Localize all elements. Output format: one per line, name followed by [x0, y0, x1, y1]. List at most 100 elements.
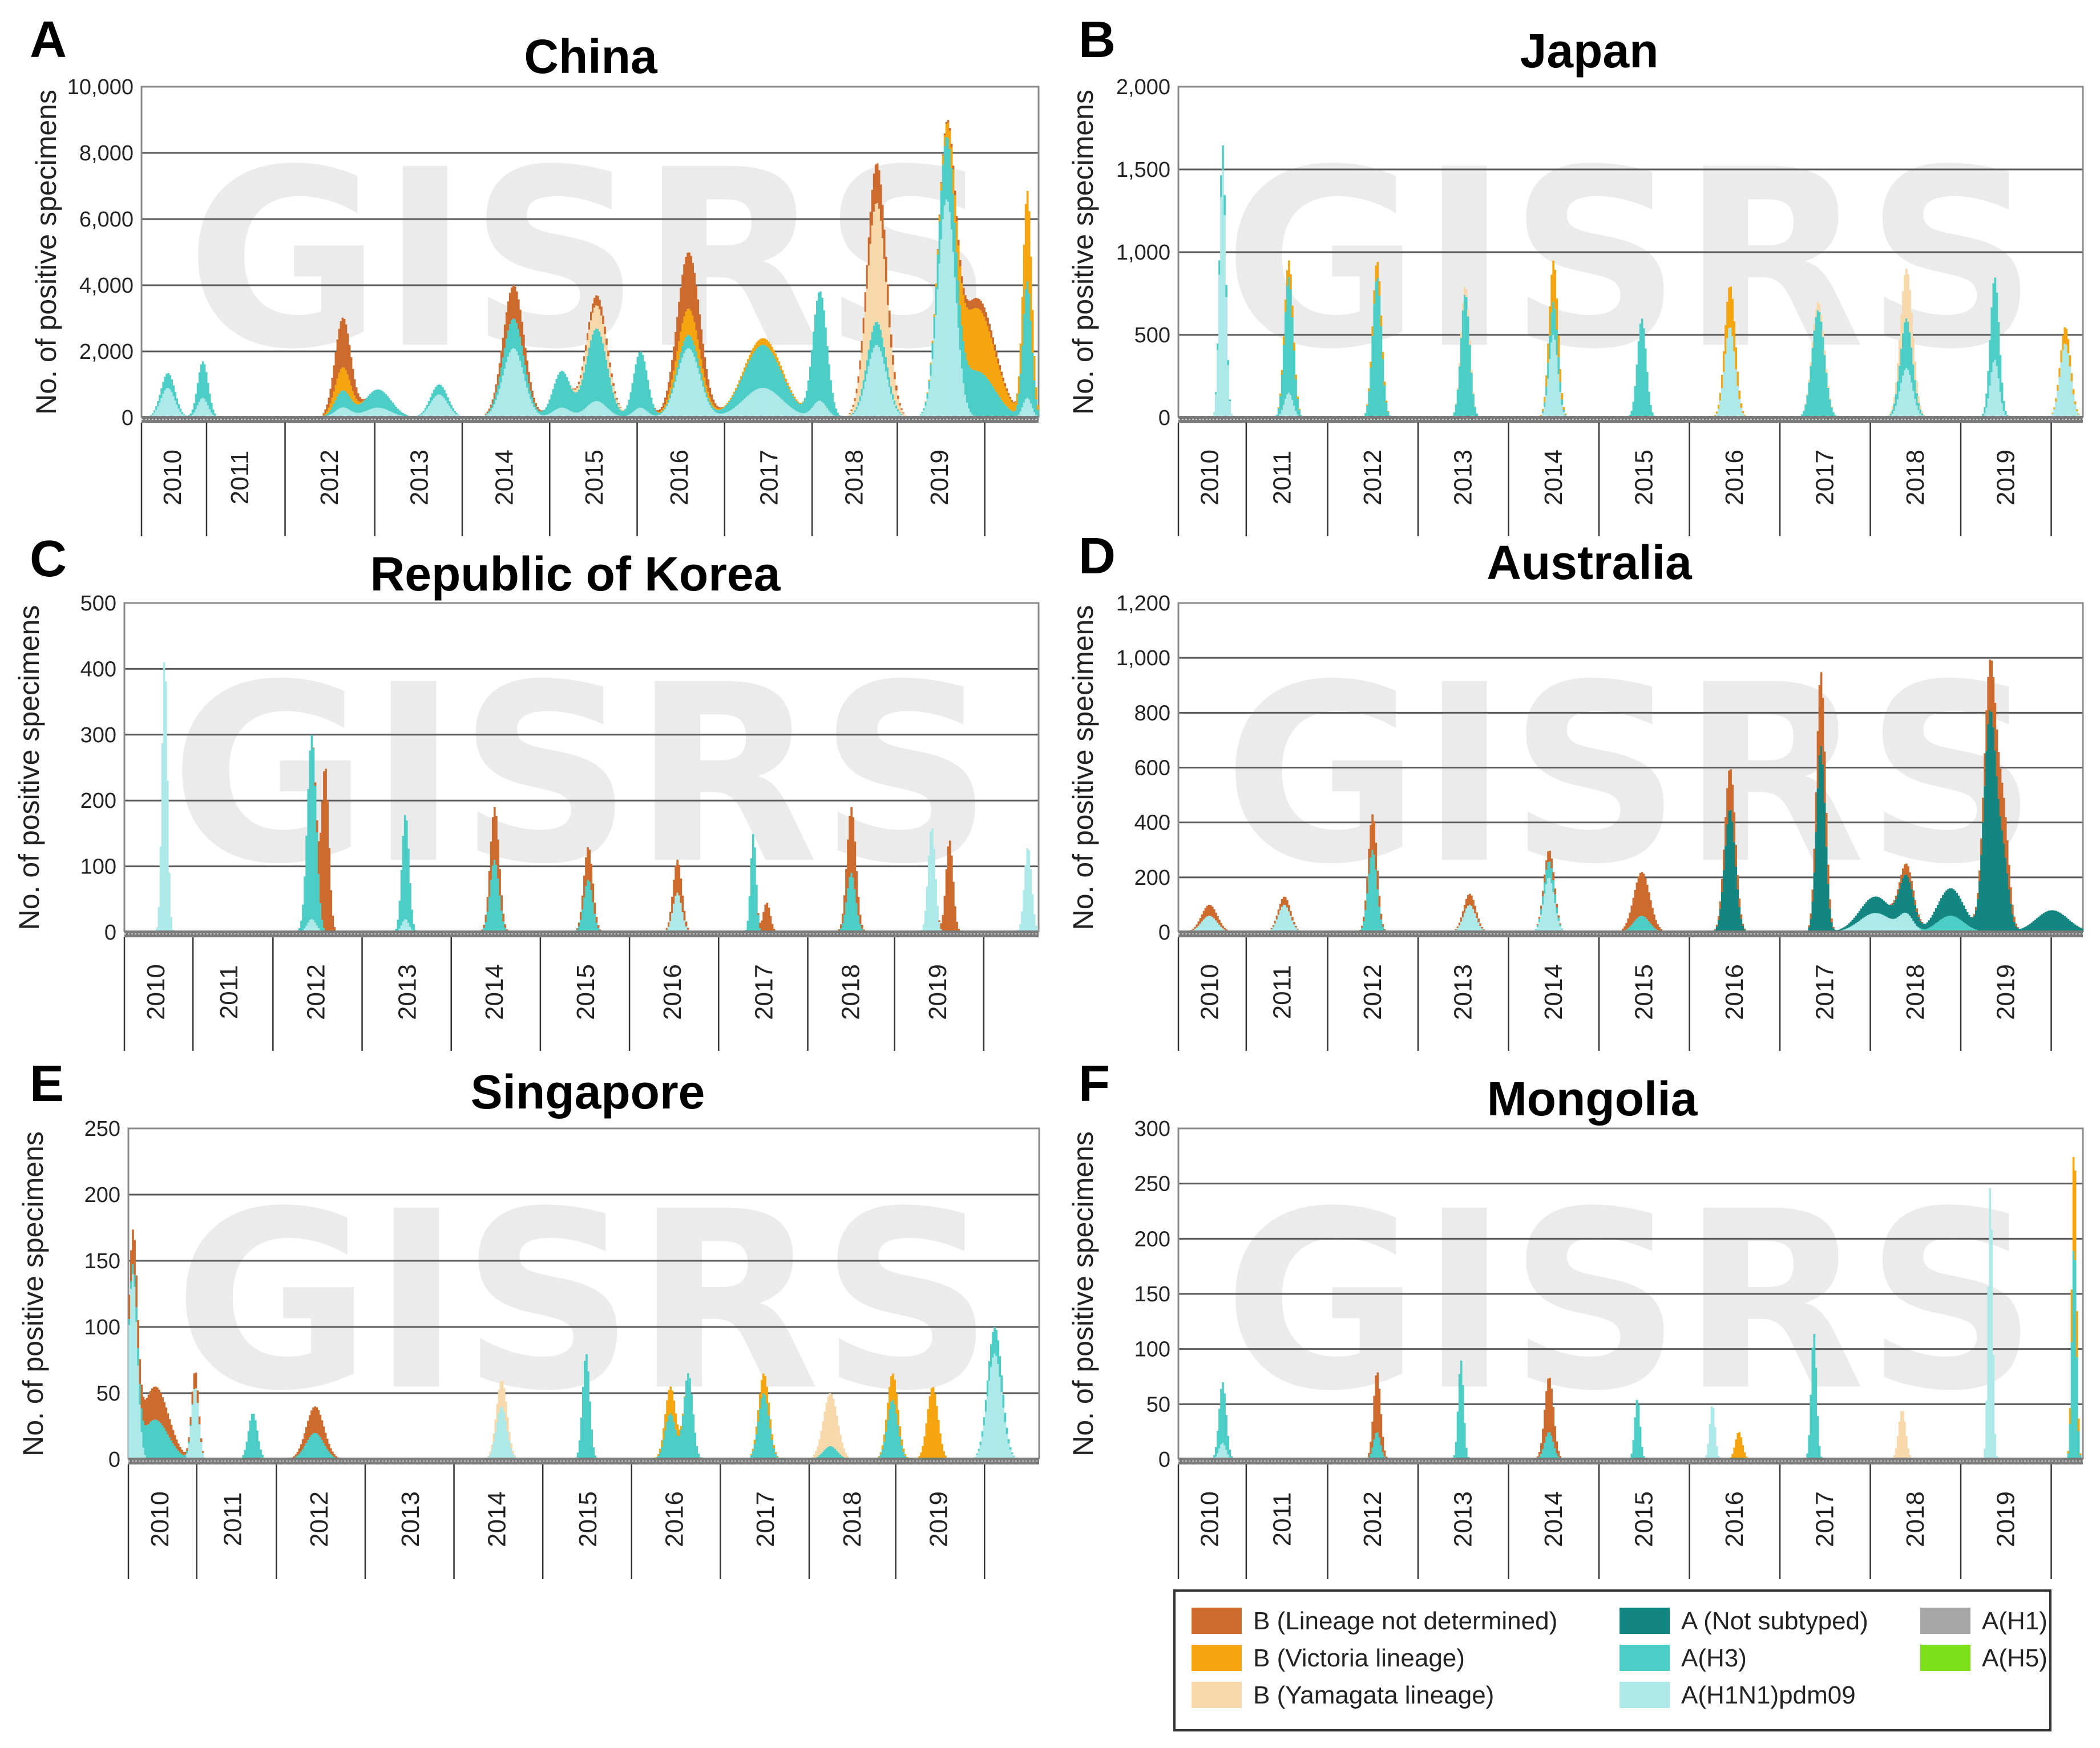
bar-a-h1n1-pdm09 [675, 896, 677, 932]
bar-a-h3- [1642, 916, 1645, 932]
bar-a-h1n1-pdm09 [569, 411, 572, 418]
bar-a-h1n1-pdm09 [2002, 410, 2005, 418]
bar-a-h1n1-pdm09 [1917, 928, 1920, 932]
bar-a-h1n1-pdm09 [647, 411, 649, 418]
bar-b-yamagata-lineage- [894, 379, 896, 400]
bar-a-h1n1-pdm09 [979, 1445, 982, 1459]
bar-a-h3- [984, 1399, 987, 1412]
bar-b-victoria-lineage- [1376, 262, 1379, 278]
bar-a-h1n1-pdm09 [346, 408, 349, 418]
bar-a-h1n1-pdm09 [164, 390, 166, 418]
bar-b-victoria-lineage- [657, 1454, 660, 1456]
bar-b-lineage-not-determined- [1361, 925, 1363, 928]
bar-a-h1n1-pdm09 [1291, 399, 1294, 418]
bar-a-h3- [1215, 1446, 1217, 1457]
bar-a-h1n1-pdm09 [501, 1407, 504, 1459]
bar-a-h1n1-pdm09 [874, 345, 877, 418]
bar-a-h3- [521, 345, 523, 367]
bar-a-h3- [988, 1361, 991, 1381]
bar-a-h3- [1985, 393, 1988, 408]
bar-b-victoria-lineage- [939, 1433, 942, 1459]
bar-a-h3- [837, 412, 839, 417]
bar-a-h3- [890, 386, 892, 394]
bar-a-h3- [1019, 374, 1022, 412]
bar-b-lineage-not-determined- [1723, 849, 1725, 871]
bar-b-victoria-lineage- [1005, 391, 1008, 407]
bar-a-h1n1-pdm09 [1206, 916, 1209, 932]
bar-b-victoria-lineage- [1735, 347, 1738, 370]
bar-a-h1n1-pdm09 [697, 368, 700, 418]
bar-a-not-subtyped- [1810, 918, 1812, 932]
bar-b-victoria-lineage- [773, 1444, 776, 1448]
bar-a-h1n1-pdm09 [494, 1433, 497, 1459]
bar-b-victoria-lineage- [878, 1456, 881, 1458]
bar-a-h3- [536, 409, 539, 412]
bar-a-h3- [395, 928, 398, 932]
bar-b-lineage-not-determined- [673, 346, 675, 371]
bar-b-victoria-lineage- [333, 391, 336, 404]
bar-a-h3- [1230, 1456, 1233, 1459]
bar-b-victoria-lineage- [802, 401, 805, 402]
bar-a-h1n1-pdm09 [1281, 907, 1283, 932]
y-tick-label: 50 [96, 1382, 120, 1406]
bar-a-not-subtyped- [1860, 908, 1863, 920]
bar-a-h1n1-pdm09 [2067, 353, 2070, 418]
bar-b-victoria-lineage- [766, 1386, 768, 1404]
bar-a-h1n1-pdm09 [797, 411, 799, 418]
bar-b-victoria-lineage- [952, 169, 955, 194]
bar-a-h3- [769, 350, 772, 390]
bar-a-not-subtyped- [1959, 899, 1962, 920]
legend: B (Lineage not determined)B (Victoria li… [1173, 1589, 2051, 1731]
bar-a-h3- [1630, 925, 1633, 932]
y-tick-label: 150 [84, 1249, 120, 1273]
bar-a-h3- [1550, 868, 1553, 883]
bar-a-h1n1-pdm09 [1220, 1444, 1222, 1459]
legend-label: A(H1) [1982, 1607, 2048, 1635]
bar-b-victoria-lineage- [1298, 408, 1301, 410]
bar-b-lineage-not-determined- [852, 404, 855, 407]
bar-a-h3- [650, 397, 653, 415]
bar-b-lineage-not-determined- [1978, 870, 1981, 881]
bar-a-h1n1-pdm09 [1909, 916, 1911, 932]
bar-a-h1n1-pdm09 [686, 348, 689, 418]
bar-a-h3- [307, 1440, 309, 1459]
bar-a-h1n1-pdm09 [1849, 926, 1852, 932]
bar-b-yamagata-lineage- [616, 399, 618, 403]
bar-a-h1n1-pdm09 [929, 831, 932, 932]
bar-b-yamagata-lineage- [1898, 1421, 1901, 1459]
bar-b-lineage-not-determined- [1996, 729, 1998, 776]
bar-a-h3- [975, 370, 977, 417]
bar-a-h1n1-pdm09 [523, 374, 525, 418]
bar-a-h3- [391, 402, 394, 412]
bar-b-victoria-lineage- [785, 378, 788, 382]
bar-a-h1n1-pdm09 [1881, 914, 1884, 932]
bar-a-h3- [245, 1442, 248, 1459]
bar-b-lineage-not-determined- [324, 1433, 327, 1446]
bar-b-yamagata-lineage- [1889, 411, 1892, 414]
bar-a-h3- [1637, 341, 1640, 418]
bar-a-h3- [528, 383, 530, 394]
bar-a-h3- [212, 409, 215, 415]
bar-a-h3- [195, 394, 197, 410]
bar-a-h1n1-pdm09 [885, 371, 887, 418]
year-label: 2012 [1359, 450, 1387, 505]
bar-a-h3- [403, 815, 406, 920]
bar-a-h3- [1378, 296, 1381, 418]
bar-a-h3- [1293, 350, 1295, 406]
bar-a-h3- [1463, 1423, 1466, 1459]
bar-a-h1n1-pdm09 [1904, 912, 1906, 932]
bar-a-h3- [583, 897, 585, 932]
bar-a-h1n1-pdm09 [1281, 410, 1283, 418]
bar-b-lineage-not-determined- [1014, 401, 1017, 402]
bar-a-h3- [1562, 410, 1565, 412]
bar-a-h1n1-pdm09 [348, 410, 351, 418]
bar-b-victoria-lineage- [2074, 401, 2077, 404]
bar-b-lineage-not-determined- [158, 1390, 160, 1422]
bar-a-h1n1-pdm09 [864, 382, 867, 418]
bar-b-victoria-lineage- [766, 339, 768, 347]
bar-a-h3- [1387, 411, 1390, 418]
bar-a-h1n1-pdm09 [312, 920, 315, 932]
bar-b-lineage-not-determined- [490, 841, 492, 880]
bar-b-victoria-lineage- [340, 369, 342, 392]
bar-a-h3- [1290, 289, 1292, 395]
